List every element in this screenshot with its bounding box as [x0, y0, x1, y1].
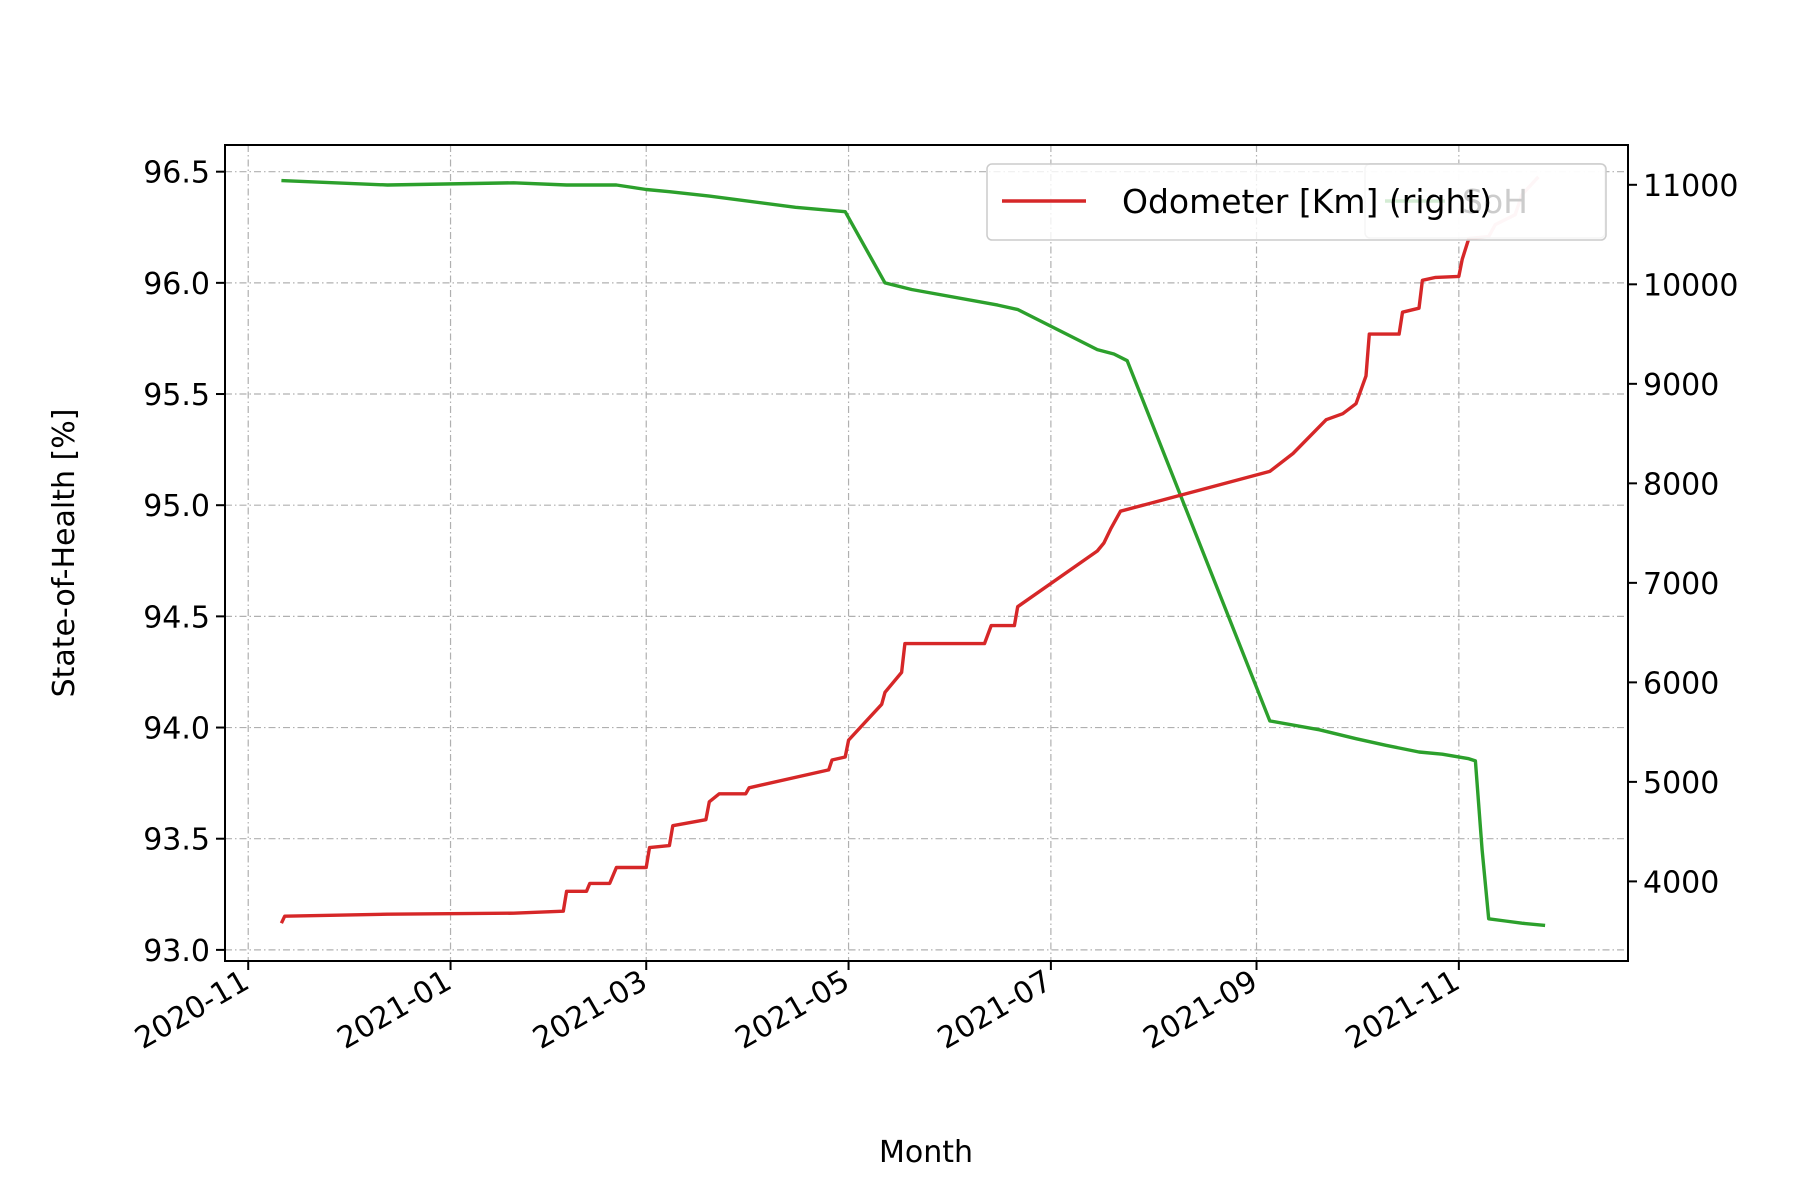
odometer-line: [279, 175, 1540, 924]
plot-background: [225, 145, 1628, 961]
x-tick-label: 2021-07: [932, 964, 1058, 1057]
x-axis-label: Month: [879, 1135, 973, 1170]
y-left-tick-label: 95.5: [143, 378, 210, 413]
y-left-tick-label: 93.0: [143, 934, 210, 969]
x-tick-label: 2021-11: [1340, 964, 1466, 1057]
x-tick-label: 2021-09: [1137, 964, 1263, 1057]
x-tick-label: 2020-11: [129, 964, 255, 1057]
y-axis-left-label: State-of-Health [%]: [47, 409, 82, 698]
grid: [225, 145, 1628, 961]
y-left-tick-label: 96.0: [143, 267, 210, 302]
y-right-tick-label: 10000: [1643, 268, 1738, 303]
series-layer: [279, 175, 1546, 928]
x-axis: 2020-11 2021-01 2021-03 2021-05 2021-07 2021-…: [129, 961, 1466, 1057]
y-axis-right: 4000 5000 6000 7000 8000 9000 10000 11000: [1628, 169, 1738, 900]
y-left-tick-label: 96.5: [143, 156, 210, 191]
x-tick-label: 2021-05: [729, 964, 855, 1057]
y-left-tick-label: 94.5: [143, 600, 210, 635]
legend: SoHOdometer [Km] (right): [986, 163, 1607, 241]
plot-frame: [224, 144, 1629, 962]
y-right-tick-label: 11000: [1643, 169, 1738, 204]
x-tick-label: 2021-01: [331, 964, 457, 1057]
y-left-tick-label: 95.0: [143, 489, 210, 524]
soh-line: [281, 178, 1546, 928]
y-axis-left: 93.0 93.5 94.0 94.5 95.0 95.5 96.0 96.5: [143, 156, 225, 969]
y-right-tick-label: 9000: [1643, 368, 1719, 403]
x-tick-label: 2021-03: [527, 964, 653, 1057]
legend-odometer: Odometer [Km] (right): [986, 163, 1607, 241]
y-right-tick-label: 7000: [1643, 567, 1719, 602]
y-right-tick-label: 4000: [1643, 865, 1719, 900]
legend-odometer-label: Odometer [Km] (right): [1122, 182, 1492, 221]
y-left-tick-label: 93.5: [143, 823, 210, 858]
y-left-tick-label: 94.0: [143, 712, 210, 747]
y-right-tick-label: 8000: [1643, 467, 1719, 502]
y-right-tick-label: 5000: [1643, 766, 1719, 801]
y-right-tick-label: 6000: [1643, 666, 1719, 701]
legend-odometer-box: [986, 163, 1607, 241]
